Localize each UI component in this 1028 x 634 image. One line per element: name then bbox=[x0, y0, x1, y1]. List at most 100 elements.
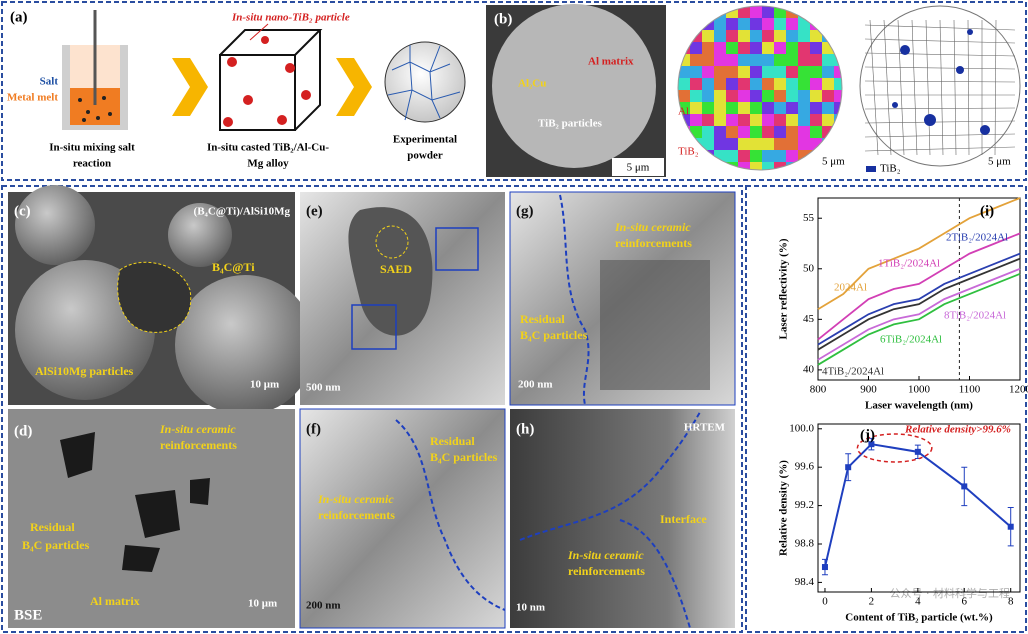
ebsd-cell bbox=[762, 54, 774, 66]
y-tick-label: 98.4 bbox=[795, 576, 815, 588]
ebsd-cell bbox=[798, 90, 810, 102]
ebsd-cell bbox=[822, 90, 834, 102]
zoom-box bbox=[435, 227, 479, 271]
series-line bbox=[817, 272, 1021, 366]
y-tick-label: 40 bbox=[803, 363, 815, 375]
y-tick-label: 98.8 bbox=[795, 538, 815, 550]
zoom-box bbox=[351, 304, 397, 350]
panel-e: (e) SAED 500 nm bbox=[300, 192, 505, 405]
ebsd-cell bbox=[798, 30, 810, 42]
ebsd-cell bbox=[810, 66, 822, 78]
ebsd-cell bbox=[702, 138, 714, 150]
panel-label: (h) bbox=[516, 421, 534, 437]
ebsd-cell bbox=[822, 54, 834, 66]
ebsd-cell bbox=[810, 102, 822, 114]
ebsd-cell bbox=[726, 114, 738, 126]
ebsd-cell bbox=[726, 54, 738, 66]
cube bbox=[219, 29, 323, 131]
ebsd-cell bbox=[786, 90, 798, 102]
panel-label: (f) bbox=[306, 421, 321, 437]
grain-line bbox=[864, 146, 1016, 152]
ebsd-cell bbox=[690, 78, 702, 90]
ebsd-cell bbox=[714, 162, 726, 170]
annotation: HRTEM bbox=[684, 422, 726, 434]
annotation: Residual bbox=[30, 520, 75, 534]
salt-label: Salt bbox=[40, 76, 59, 88]
ebsd-cell bbox=[702, 78, 714, 90]
ebsd-cell bbox=[798, 66, 810, 78]
annotation: In-situ ceramic bbox=[567, 548, 644, 562]
ebsd-cell bbox=[774, 162, 786, 170]
ebsd-cell bbox=[738, 42, 750, 54]
ebsd-cell bbox=[750, 42, 762, 54]
ebsd-cell bbox=[798, 126, 810, 138]
boundary bbox=[619, 519, 691, 629]
ebsd-cell bbox=[774, 114, 786, 126]
powder bbox=[384, 41, 466, 123]
x-tick-label: 8 bbox=[1008, 596, 1014, 608]
grain-line bbox=[953, 19, 957, 156]
ebsd-cell bbox=[690, 90, 702, 102]
panel-d: (d) In-situ ceramic reinforcements Resid… bbox=[8, 409, 295, 628]
b4c-cluster bbox=[117, 261, 192, 333]
grain-line bbox=[869, 19, 879, 156]
point bbox=[961, 483, 968, 490]
saed-circle bbox=[375, 225, 409, 259]
ebsd-cell bbox=[810, 78, 822, 90]
ebsd-cell bbox=[702, 42, 714, 54]
ebsd-cell bbox=[822, 66, 834, 78]
ebsd-cell bbox=[714, 42, 726, 54]
x-tick-label: 1000 bbox=[908, 384, 931, 396]
ebsd-cell bbox=[774, 18, 786, 30]
ebsd-cell bbox=[774, 126, 786, 138]
ebsd-cell bbox=[714, 138, 726, 150]
panel-label: (b) bbox=[494, 11, 512, 27]
annotation: B₄C particles bbox=[22, 538, 90, 552]
grain-map bbox=[859, 5, 1021, 167]
point bbox=[845, 464, 852, 471]
ebsd-cell bbox=[786, 126, 798, 138]
pointer bbox=[249, 23, 269, 41]
arrow bbox=[172, 58, 208, 116]
series-label: 8TiB₂/2024Al bbox=[944, 310, 1006, 322]
ebsd-cell bbox=[714, 126, 726, 138]
point bbox=[868, 441, 875, 448]
ebsd-cell bbox=[726, 18, 738, 30]
ebsd-cell bbox=[798, 18, 810, 30]
ebsd-cell bbox=[810, 114, 822, 126]
ebsd-cell bbox=[774, 150, 786, 162]
ebsd-cell bbox=[798, 138, 810, 150]
grain-line bbox=[925, 19, 931, 156]
plot-frame bbox=[817, 423, 1021, 593]
y-axis-label: Laser reflectivity (%) bbox=[778, 238, 790, 339]
series-line bbox=[817, 232, 1021, 341]
panel-a: (a) Salt Metal melt In-situ mixing salt … bbox=[7, 9, 466, 170]
ebsd-cell bbox=[774, 54, 786, 66]
grain-line bbox=[864, 107, 1016, 110]
ebsd-cell bbox=[762, 162, 774, 170]
ebsd-cell bbox=[810, 54, 822, 66]
series-label: 4TiB₂/2024Al bbox=[822, 366, 884, 378]
ebsd-cell bbox=[810, 162, 822, 170]
y-axis-label: Relative density (%) bbox=[778, 460, 790, 556]
ebsd-cell bbox=[714, 18, 726, 30]
ebsd-cell bbox=[750, 6, 762, 18]
panel-label: (a) bbox=[10, 9, 28, 25]
ebsd-cell bbox=[786, 102, 798, 114]
reinforcement-region bbox=[600, 260, 710, 390]
ebsd-cell bbox=[726, 66, 738, 78]
annotation: TiB₂ particles bbox=[538, 118, 603, 130]
panel-label: (c) bbox=[14, 203, 31, 219]
annotation: B₄C particles bbox=[430, 450, 498, 464]
ebsd-cell bbox=[678, 6, 690, 18]
ebsd-cell bbox=[738, 150, 750, 162]
ebsd-cell bbox=[762, 30, 774, 42]
panel-f: (f) Residual B₄C particles In-situ ceram… bbox=[299, 408, 506, 629]
ebsd-cell bbox=[834, 66, 842, 78]
ebsd-cell bbox=[798, 78, 810, 90]
ebsd-cell bbox=[786, 18, 798, 30]
panel-h: (h) HRTEM Interface In-situ ceramic rein… bbox=[510, 409, 735, 629]
scale-label: 5 μm bbox=[988, 156, 1011, 168]
panel-label: (g) bbox=[516, 203, 534, 219]
ebsd-cell bbox=[690, 114, 702, 126]
